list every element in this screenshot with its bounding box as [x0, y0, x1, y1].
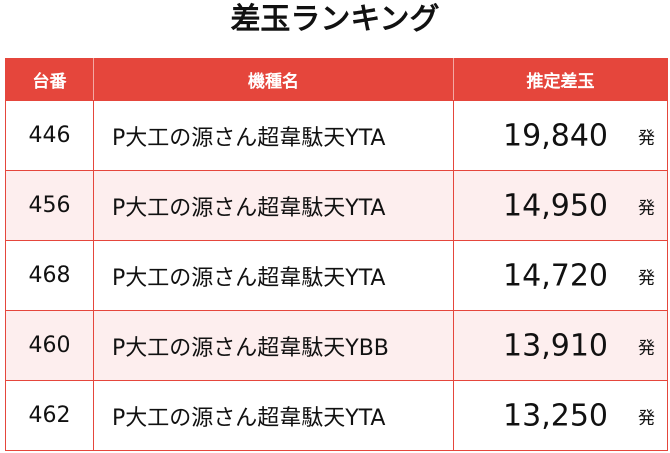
machine-number: 462 — [5, 380, 94, 451]
row: 460 P大工の源さん超韋駄天YBB 13,910 発 — [5, 310, 668, 381]
estimated-difference: 13,910 発 — [453, 310, 668, 381]
ranking-table: 台番 機種名 推定差玉 446 P大工の源さん超韋駄天YTA 19,840 発 456 P大工… — [5, 58, 668, 451]
column-header: 推定差玉 — [453, 58, 668, 101]
machine-number: 460 — [5, 310, 94, 381]
column-header: 台番 — [5, 58, 94, 101]
title: 差玉ランキング — [230, 2, 440, 37]
estimated-difference: 14,950 発 — [453, 170, 668, 241]
machine-name: P大工の源さん超韋駄天YTA — [93, 170, 454, 241]
value: 13,250 — [503, 398, 608, 433]
machine-name: P大工の源さん超韋駄天YTA — [93, 240, 454, 311]
column-header: 機種名 — [93, 58, 454, 101]
machine-number: 446 — [5, 100, 94, 171]
row: 446 P大工の源さん超韋駄天YTA 19,840 発 — [5, 100, 668, 171]
header-row: 台番 機種名 推定差玉 — [5, 58, 668, 101]
value: 19,840 — [503, 118, 608, 153]
estimated-difference: 14,720 発 — [453, 240, 668, 311]
unit: 発 — [638, 408, 655, 428]
value: 14,950 — [503, 188, 608, 223]
machine-name: P大工の源さん超韋駄天YBB — [93, 310, 454, 381]
estimated-difference: 13,250 発 — [453, 380, 668, 451]
unit: 発 — [638, 268, 655, 288]
value: 14,720 — [503, 258, 608, 293]
estimated-difference: 19,840 発 — [453, 100, 668, 171]
unit: 発 — [638, 128, 655, 148]
unit: 発 — [638, 338, 655, 358]
machine-number: 456 — [5, 170, 94, 241]
row: 462 P大工の源さん超韋駄天YTA 13,250 発 — [5, 380, 668, 451]
unit: 発 — [638, 198, 655, 218]
machine-name: P大工の源さん超韋駄天YTA — [93, 100, 454, 171]
machine-number: 468 — [5, 240, 94, 311]
row: 468 P大工の源さん超韋駄天YTA 14,720 発 — [5, 240, 668, 311]
row: 456 P大工の源さん超韋駄天YTA 14,950 発 — [5, 170, 668, 241]
value: 13,910 — [503, 328, 608, 363]
machine-name: P大工の源さん超韋駄天YTA — [93, 380, 454, 451]
